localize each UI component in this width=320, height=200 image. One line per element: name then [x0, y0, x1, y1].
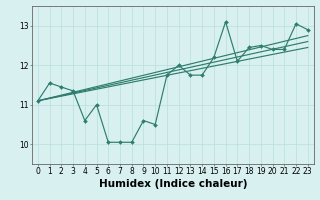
X-axis label: Humidex (Indice chaleur): Humidex (Indice chaleur) [99, 179, 247, 189]
